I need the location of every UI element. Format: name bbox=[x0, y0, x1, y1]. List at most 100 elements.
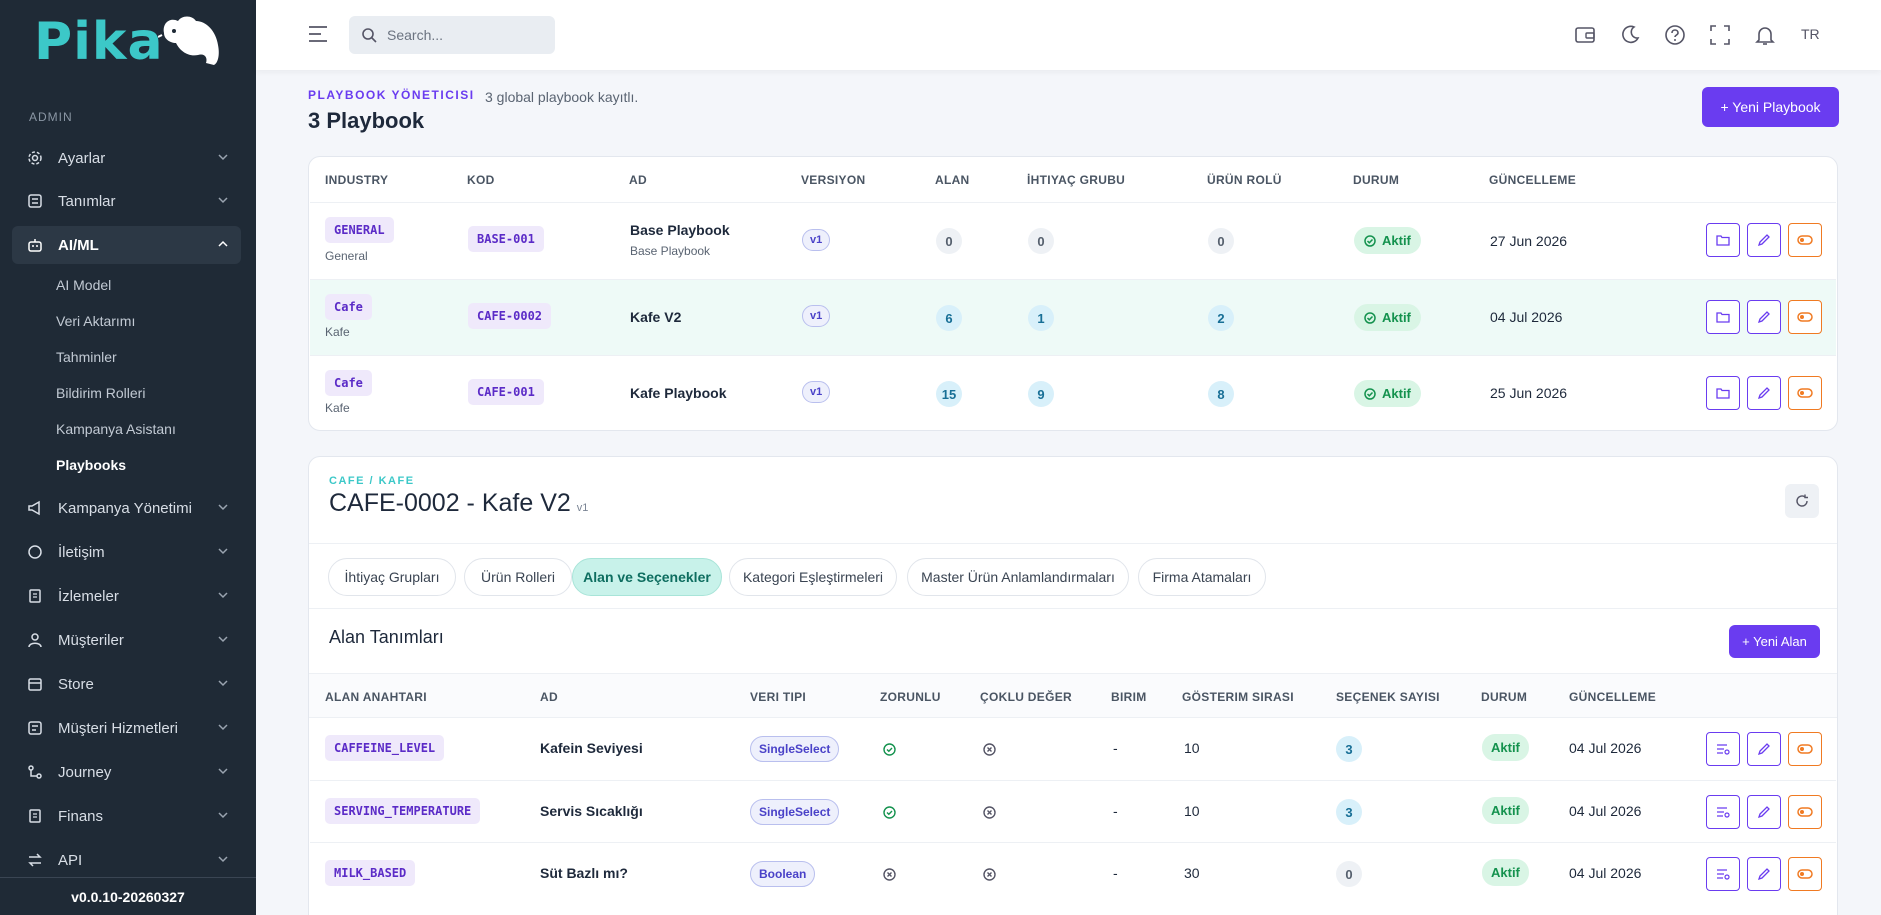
column-header: GÖSTERIM SIRASI bbox=[1182, 690, 1294, 704]
unit-value: - bbox=[1113, 865, 1118, 881]
new-playbook-button[interactable]: + Yeni Playbook bbox=[1702, 87, 1839, 127]
toggle-button[interactable] bbox=[1788, 376, 1822, 410]
column-header: VERI TIPI bbox=[750, 690, 807, 704]
route-icon bbox=[26, 763, 44, 781]
open-folder-button[interactable] bbox=[1706, 376, 1740, 410]
edit-button[interactable] bbox=[1747, 376, 1781, 410]
tab-ihtiyac-gruplari[interactable]: İhtiyaç Grupları bbox=[328, 558, 456, 596]
sidebar-item-store[interactable]: Store bbox=[12, 665, 241, 703]
options-button[interactable] bbox=[1706, 795, 1740, 829]
chevron-down-icon bbox=[218, 724, 228, 731]
sidebar-item-ayarlar[interactable]: Ayarlar bbox=[12, 139, 241, 177]
urun-count: 8 bbox=[1208, 381, 1234, 407]
sidebar-item-izlemeler[interactable]: İzlemeler bbox=[12, 577, 241, 615]
toggle-icon bbox=[1797, 807, 1813, 817]
column-header: INDUSTRY bbox=[325, 173, 389, 187]
sidebar-item-musteriler[interactable]: Müşteriler bbox=[12, 621, 241, 659]
toggle-button[interactable] bbox=[1788, 732, 1822, 766]
table-row[interactable]: CAFFEINE_LEVEL Kafein Seviyesi SingleSel… bbox=[310, 718, 1836, 780]
help-icon[interactable] bbox=[1664, 24, 1686, 46]
field-name: Kafein Seviyesi bbox=[540, 740, 643, 756]
version-badge: v1 bbox=[802, 305, 831, 327]
sidebar-item-label: Store bbox=[58, 675, 94, 693]
updated-date: 04 Jul 2026 bbox=[1569, 865, 1642, 881]
edit-button[interactable] bbox=[1747, 300, 1781, 334]
sidebar-item-tanimlar[interactable]: Tanımlar bbox=[12, 182, 241, 220]
toggle-button[interactable] bbox=[1788, 223, 1822, 257]
sidebar-item-musteri-hizmetleri[interactable]: Müşteri Hizmetleri bbox=[12, 709, 241, 747]
table-row[interactable]: MILK_BASED Süt Bazlı mı? Boolean - 30 0 … bbox=[310, 842, 1836, 904]
new-field-button[interactable]: + Yeni Alan bbox=[1729, 625, 1820, 658]
table-row[interactable]: Cafe Kafe CAFE-0002 Kafe V2 v1 6 1 2 Akt… bbox=[310, 279, 1836, 355]
playbook-code: BASE-001 bbox=[468, 226, 544, 252]
sidebar-item-iletisim[interactable]: İletişim bbox=[12, 533, 241, 571]
sidebar-item-label: Tanımlar bbox=[58, 192, 116, 210]
table-row[interactable]: Cafe Kafe CAFE-001 Kafe Playbook v1 15 9… bbox=[310, 355, 1836, 431]
open-folder-button[interactable] bbox=[1706, 223, 1740, 257]
chevron-down-icon bbox=[218, 504, 228, 511]
hamburger-menu-icon[interactable] bbox=[308, 25, 328, 43]
fullscreen-icon[interactable] bbox=[1709, 24, 1731, 46]
sidebar-sub-playbooks[interactable]: Playbooks bbox=[56, 457, 127, 473]
search-box[interactable] bbox=[349, 16, 555, 54]
sidebar-item-api[interactable]: API bbox=[12, 841, 241, 879]
options-button[interactable] bbox=[1706, 857, 1740, 891]
list-settings-icon bbox=[1717, 869, 1730, 880]
divider bbox=[309, 608, 1837, 609]
tab-master-urun[interactable]: Master Ürün Anlamlandırmaları bbox=[907, 558, 1129, 596]
tab-alan-ve-secenekler[interactable]: Alan ve Seçenekler bbox=[572, 558, 722, 596]
table-row[interactable]: GENERAL General BASE-001 Base Playbook B… bbox=[310, 202, 1836, 279]
column-header: DURUM bbox=[1481, 690, 1528, 704]
tab-firma-atamalari[interactable]: Firma Atamaları bbox=[1138, 558, 1266, 596]
language-switch[interactable]: TR bbox=[1801, 26, 1820, 42]
sidebar-item-kampanya[interactable]: Kampanya Yönetimi bbox=[12, 489, 241, 527]
updated-date: 04 Jul 2026 bbox=[1569, 740, 1642, 756]
sidebar-item-journey[interactable]: Journey bbox=[12, 753, 241, 791]
sidebar-item-aiml[interactable]: AI/ML bbox=[12, 226, 241, 264]
check-circle-icon bbox=[1364, 387, 1376, 400]
tab-urun-rolleri[interactable]: Ürün Rolleri bbox=[464, 558, 572, 596]
sidebar-sub-ai-model[interactable]: AI Model bbox=[56, 277, 112, 293]
check-circle-icon bbox=[1364, 311, 1376, 324]
chevron-down-icon bbox=[218, 592, 228, 599]
field-name: Süt Bazlı mı? bbox=[540, 865, 628, 881]
edit-button[interactable] bbox=[1747, 795, 1781, 829]
sidebar-item-label: Müşteri Hizmetleri bbox=[58, 719, 179, 737]
toggle-button[interactable] bbox=[1788, 857, 1822, 891]
tab-kategori-eslestirmeleri[interactable]: Kategori Eşleştirmeleri bbox=[729, 558, 897, 596]
moon-icon[interactable] bbox=[1619, 24, 1641, 46]
user-icon bbox=[26, 631, 44, 649]
edit-button[interactable] bbox=[1747, 857, 1781, 891]
alan-count: 6 bbox=[936, 305, 962, 331]
column-header: ÇOKLU DEĞER bbox=[980, 690, 1072, 704]
sidebar-item-finans[interactable]: Finans bbox=[12, 797, 241, 835]
edit-button[interactable] bbox=[1747, 223, 1781, 257]
open-folder-button[interactable] bbox=[1706, 300, 1740, 334]
options-button[interactable] bbox=[1706, 732, 1740, 766]
option-count: 3 bbox=[1336, 736, 1362, 762]
playbooks-table: INDUSTRY KOD AD VERSIYON ALAN İHTIYAÇ GR… bbox=[308, 156, 1838, 431]
detail-version: v1 bbox=[576, 502, 589, 514]
chevron-down-icon bbox=[218, 197, 228, 204]
sidebar-sub-veri-aktarimi[interactable]: Veri Aktarımı bbox=[56, 313, 136, 329]
toggle-button[interactable] bbox=[1788, 795, 1822, 829]
sidebar-sub-bildirim-rolleri[interactable]: Bildirim Rolleri bbox=[56, 385, 146, 401]
refresh-button[interactable] bbox=[1785, 484, 1819, 518]
unit-value: - bbox=[1113, 803, 1118, 819]
gear-icon bbox=[26, 149, 44, 167]
toggle-button[interactable] bbox=[1788, 300, 1822, 334]
sidebar-item-label: İletişim bbox=[58, 543, 105, 561]
edit-button[interactable] bbox=[1747, 732, 1781, 766]
toggle-icon bbox=[1797, 744, 1813, 754]
urun-count: 2 bbox=[1208, 305, 1234, 331]
search-input[interactable] bbox=[387, 27, 537, 43]
wallet-icon[interactable] bbox=[1574, 24, 1596, 46]
pika-logo[interactable]: Pika bbox=[34, 12, 224, 72]
table-row[interactable]: SERVING_TEMPERATURE Servis Sıcaklığı Sin… bbox=[310, 780, 1836, 842]
page-title: 3 Playbook bbox=[308, 108, 425, 133]
sidebar-sub-tahminler[interactable]: Tahminler bbox=[56, 349, 117, 365]
store-icon bbox=[26, 675, 44, 693]
bell-icon[interactable] bbox=[1754, 24, 1776, 46]
toggle-icon bbox=[1797, 235, 1813, 245]
sidebar-sub-kampanya-asistani[interactable]: Kampanya Asistanı bbox=[56, 421, 176, 437]
